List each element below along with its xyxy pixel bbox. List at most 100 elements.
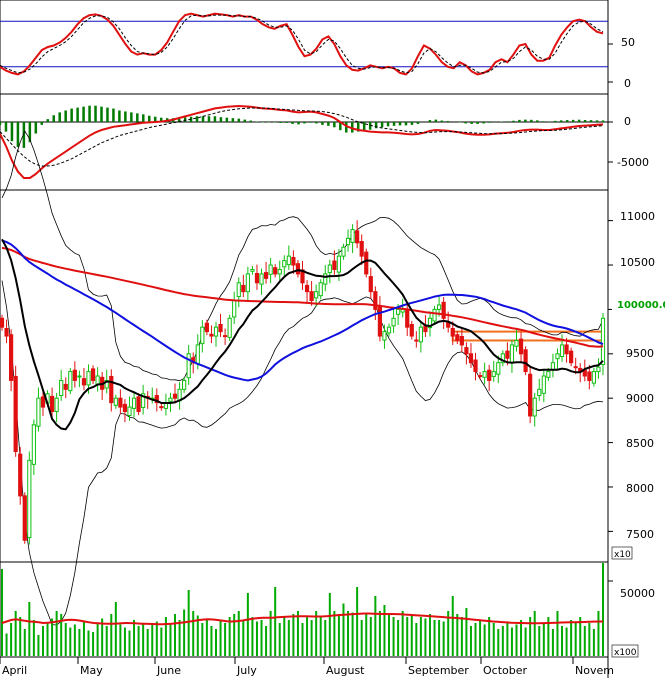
candle [500, 350, 505, 367]
candle [227, 314, 232, 341]
x-label-august: August [326, 664, 365, 677]
price-tick-8000: 8000 [626, 482, 654, 495]
candle-body [564, 344, 569, 355]
candle [318, 279, 323, 300]
candle [464, 342, 469, 365]
candle [72, 361, 77, 388]
x-label-november: Novem [575, 664, 614, 677]
candle [54, 392, 59, 423]
candle [564, 337, 569, 363]
candle-body [222, 335, 228, 338]
volume-scale-note: x100 [614, 648, 637, 658]
candle-body [195, 344, 200, 365]
candle [209, 325, 214, 344]
candle [587, 364, 592, 390]
candle-body [131, 397, 137, 409]
candle [172, 383, 178, 404]
candle-body [9, 334, 14, 381]
candle [386, 323, 392, 337]
candle [222, 328, 228, 345]
candle-body [464, 347, 469, 355]
candle-body [436, 304, 442, 310]
candle-body [523, 349, 528, 373]
candle [455, 331, 460, 345]
candle-body [236, 282, 241, 298]
volume-panel [1, 563, 613, 656]
candle [277, 260, 282, 282]
price-scale-note: x10 [614, 550, 631, 560]
candle [591, 368, 596, 387]
candle [327, 259, 332, 284]
candle [254, 264, 260, 290]
volume-ma-line [1, 612, 603, 626]
candle [364, 248, 369, 278]
stoch-series-1 [0, 14, 604, 74]
candle-body [386, 326, 392, 334]
candle-body [487, 369, 492, 381]
candle [332, 250, 337, 275]
candle-body [4, 328, 9, 337]
candle [36, 387, 41, 432]
candle [523, 346, 528, 376]
candle-body [90, 368, 96, 381]
candle [286, 245, 291, 270]
candle [537, 378, 542, 401]
candle-body [232, 300, 237, 318]
candle-body [141, 393, 146, 409]
candle [245, 266, 250, 301]
candle [118, 389, 123, 415]
candle-body [405, 308, 410, 328]
candle-body [295, 263, 301, 275]
candle [309, 281, 314, 306]
candle [359, 234, 364, 266]
candle-body [323, 273, 328, 285]
candle [109, 369, 114, 412]
candle-body [182, 379, 187, 390]
candle [263, 261, 269, 284]
candle [77, 370, 82, 388]
candle-body [555, 353, 560, 360]
price-tick-11000: 11000 [620, 210, 655, 223]
price-tick-8500: 8500 [626, 437, 654, 450]
macd-panel [0, 104, 613, 179]
candle [487, 364, 492, 392]
candle-body [582, 369, 587, 377]
candle [304, 280, 310, 303]
candle [250, 265, 255, 275]
candle-body [291, 256, 296, 266]
candle-body [468, 353, 474, 364]
candle-body [109, 375, 114, 404]
axis-labels: 50 0 0 -5000 11000 10500 10000 9500 9000… [2, 36, 665, 677]
candle [31, 419, 36, 475]
candle-body [482, 371, 487, 378]
volume-tick-50000: 50000 [620, 587, 655, 600]
candle [496, 355, 501, 384]
candle [13, 365, 18, 457]
candle [63, 377, 68, 399]
x-label-may: May [80, 664, 103, 677]
candle-body [59, 379, 64, 397]
macd-tick-minus5000: -5000 [617, 156, 649, 169]
x-label-july: July [236, 664, 257, 677]
candle-body [359, 240, 364, 257]
candle [295, 260, 301, 278]
candle [541, 368, 546, 403]
candle [127, 396, 132, 421]
x-label-october: October [483, 664, 527, 677]
candle-body [364, 251, 369, 275]
candle-body [54, 397, 59, 413]
candle-body [573, 366, 578, 369]
ma-fast-line [1, 238, 604, 431]
candle-body [18, 453, 23, 497]
candle [532, 392, 537, 427]
candle-body [49, 395, 55, 413]
candle [159, 403, 164, 411]
candle-body [282, 260, 287, 268]
candle-body [36, 397, 41, 427]
candle-body [27, 459, 32, 539]
candle-body [40, 396, 46, 408]
macd-series-0 [0, 104, 604, 179]
candle [441, 296, 446, 329]
candle [241, 274, 246, 297]
